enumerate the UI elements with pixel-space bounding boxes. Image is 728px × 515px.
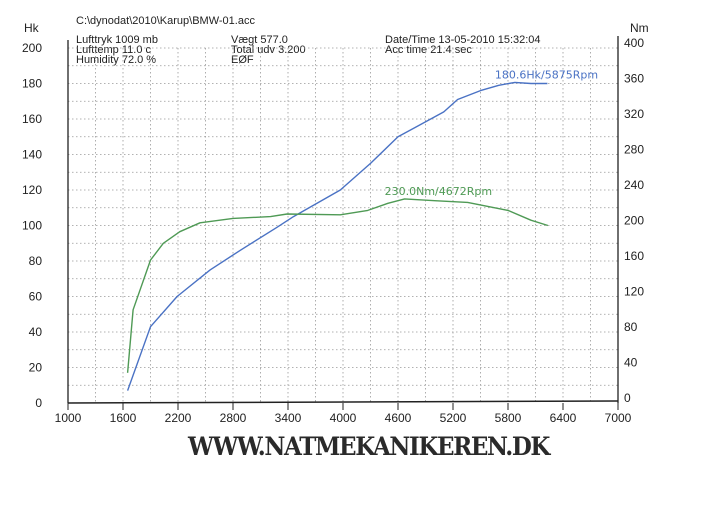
y-right-tick-label: 160 <box>624 249 644 263</box>
x-tick-label: 3400 <box>275 411 302 425</box>
x-tick-label: 4600 <box>385 411 412 425</box>
x-tick-label: 2200 <box>165 411 192 425</box>
datetime: Date/Time 13-05-2010 15:32:04 <box>385 34 541 46</box>
y-left-tick-label: 120 <box>22 183 42 197</box>
y-right-tick-label: 120 <box>624 285 644 299</box>
y-left-tick-label: 40 <box>29 325 43 339</box>
x-tick-label: 2800 <box>220 411 247 425</box>
acc-time: Acc time 21.4 sec <box>385 44 472 56</box>
power-peak-annotation: 180.6Hk/5875Rpm <box>495 68 598 81</box>
y-right-tick-label: 360 <box>624 72 644 86</box>
power-curve <box>126 81 548 391</box>
y-right-label: Nm <box>630 21 649 35</box>
y-right-tick-label: 320 <box>624 107 644 121</box>
total-udv: Total udv 3.200 <box>231 44 306 56</box>
y-right-tick-label: 40 <box>624 356 638 370</box>
y-right-tick-label: 0 <box>624 391 631 405</box>
y-right-tick-label: 240 <box>624 178 644 192</box>
y-left-tick-label: 60 <box>29 290 43 304</box>
y-right-tick-label: 80 <box>624 320 638 334</box>
lufttryk: Lufttryk 1009 mb <box>76 34 158 46</box>
lufttemp: Lufttemp 11.0 c <box>76 44 152 56</box>
eof: EØF <box>231 54 254 66</box>
y-left-tick-label: 140 <box>22 148 42 162</box>
x-tick-label: 7000 <box>605 411 632 425</box>
x-tick-label: 5200 <box>440 411 467 425</box>
x-tick-label: 1600 <box>110 411 137 425</box>
y-right-tick-label: 280 <box>624 143 644 157</box>
y-left-tick-label: 160 <box>22 112 42 126</box>
y-left-tick-label: 200 <box>22 41 42 55</box>
x-axis <box>67 400 619 404</box>
torque-peak-annotation: 230.0Nm/4672Rpm <box>385 185 492 198</box>
y-right-tick-label: 200 <box>624 214 644 228</box>
file-path: C:\dynodat\2010\Karup\BMW-01.acc <box>76 15 255 27</box>
y-left-label: Hk <box>24 21 39 35</box>
y-left-tick-label: 0 <box>35 396 42 410</box>
vaegt: Vægt 577.0 <box>231 34 288 46</box>
y-left-tick-label: 180 <box>22 77 42 91</box>
y-left-tick-label: 80 <box>29 254 43 268</box>
x-tick-label: 5800 <box>495 411 522 425</box>
y-left-tick-label: 100 <box>22 219 42 233</box>
x-tick-label: 4000 <box>330 411 357 425</box>
y-right-tick-label: 400 <box>624 36 644 50</box>
torque-curve <box>126 198 549 373</box>
x-tick-label: 6400 <box>550 411 577 425</box>
y-left-tick-label: 20 <box>29 361 43 375</box>
website-watermark: WWW.NATMEKANIKEREN.DK <box>188 432 550 461</box>
humidity: Humidity 72.0 % <box>76 54 157 66</box>
x-tick-label: 1000 <box>55 411 82 425</box>
